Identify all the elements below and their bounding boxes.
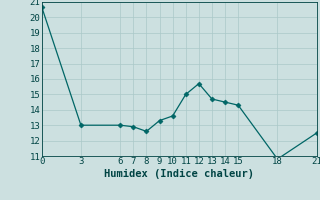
X-axis label: Humidex (Indice chaleur): Humidex (Indice chaleur) [104,169,254,179]
